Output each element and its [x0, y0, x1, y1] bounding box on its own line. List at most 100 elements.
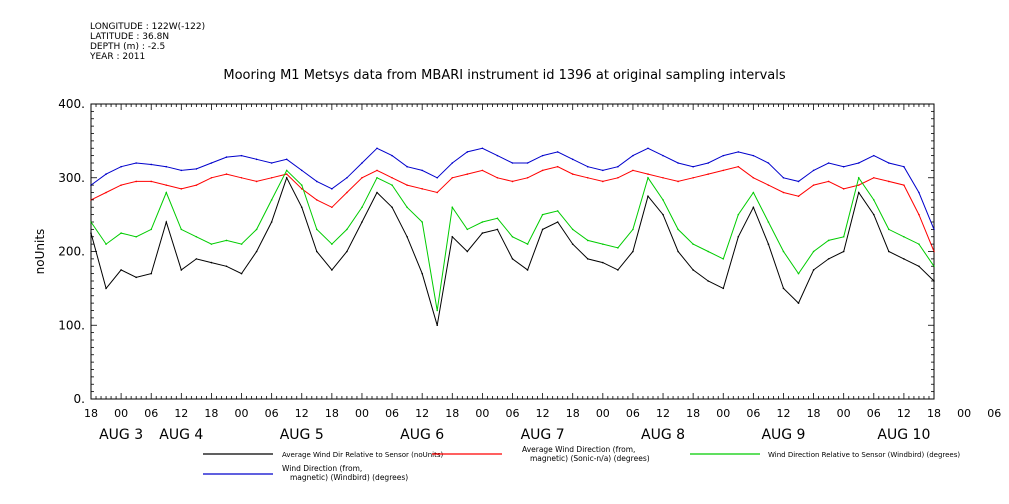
series-point-0 [903, 258, 905, 260]
series-point-1 [391, 176, 393, 179]
series-point-0 [451, 235, 454, 238]
series-point-2 [797, 272, 800, 275]
series-point-3 [617, 165, 619, 168]
series-point-1 [496, 176, 499, 179]
series-point-3 [857, 162, 860, 164]
series-point-2 [331, 243, 333, 245]
x-tick-label: 00 [114, 407, 128, 420]
series-line-1 [90, 166, 935, 252]
series-point-2 [692, 243, 694, 245]
x-date-label: AUG 9 [761, 427, 805, 443]
y-axis-label: noUnits [33, 229, 47, 275]
series-point-3 [903, 165, 905, 168]
series-point-2 [722, 258, 725, 260]
legend: Average Wind Dir Relative to Sensor (noU… [203, 445, 960, 482]
legend-label: Wind Direction (from, [282, 464, 362, 473]
series-point-0 [436, 324, 439, 327]
x-date-label: AUG 5 [280, 427, 324, 443]
legend-label: magnetic) (Windbird) (degrees) [290, 473, 408, 482]
series-point-1 [105, 191, 107, 194]
series-point-1 [827, 180, 830, 183]
series-point-0 [888, 250, 890, 253]
series-point-2 [436, 309, 439, 312]
series-point-0 [466, 250, 469, 253]
series-point-2 [346, 228, 348, 231]
series-point-3 [255, 158, 258, 161]
series-line-0 [90, 176, 935, 326]
series-point-0 [195, 258, 198, 260]
series-point-0 [586, 258, 589, 260]
series-point-3 [888, 162, 890, 164]
series-point-3 [135, 162, 137, 164]
legend-label: Average Wind Direction (from, [522, 445, 635, 454]
series-point-3 [270, 162, 273, 164]
series-point-0 [842, 250, 845, 253]
series-point-1 [632, 169, 634, 172]
series-point-1 [135, 180, 137, 183]
series-point-3 [571, 158, 574, 161]
series-point-2 [827, 239, 830, 242]
series-point-2 [707, 250, 709, 253]
series-point-3 [316, 180, 318, 183]
series-point-3 [466, 151, 469, 153]
series-point-3 [722, 154, 725, 157]
series-point-1 [511, 180, 514, 183]
series-point-1 [737, 165, 740, 168]
series-point-2 [737, 213, 740, 216]
series-point-1 [240, 176, 243, 179]
series-point-3 [150, 163, 153, 166]
series-point-3 [165, 165, 168, 168]
x-tick-label: 06 [987, 407, 1001, 420]
x-tick-label: 00 [716, 407, 730, 420]
series-point-3 [797, 180, 800, 183]
series-point-1 [722, 169, 725, 172]
series-point-0 [481, 232, 484, 234]
x-date-label: AUG 7 [521, 427, 565, 443]
series-point-1 [180, 188, 183, 190]
x-date-label: AUG 3 [99, 427, 143, 443]
series-point-3 [120, 165, 122, 168]
series-point-0 [541, 228, 544, 231]
series-point-2 [872, 199, 875, 201]
series-point-2 [240, 243, 243, 245]
series-point-0 [421, 272, 423, 275]
series-point-1 [255, 180, 258, 183]
series-point-0 [632, 250, 634, 253]
series-point-2 [180, 228, 183, 231]
x-tick-label: 12 [536, 407, 550, 420]
x-tick-label: 12 [295, 407, 309, 420]
legend-label: Wind Direction Relative to Sensor (Windb… [768, 451, 960, 459]
series-point-1 [647, 173, 649, 175]
series-point-2 [632, 228, 634, 231]
y-tick-label: 200. [58, 245, 85, 259]
series-point-0 [270, 221, 273, 223]
series-point-2 [150, 228, 153, 231]
series-point-2 [857, 176, 860, 179]
series-point-3 [195, 168, 198, 170]
x-tick-label: 12 [656, 407, 670, 420]
series-point-3 [451, 162, 454, 164]
series-point-1 [225, 173, 228, 175]
series-layer [90, 147, 935, 327]
series-point-3 [406, 165, 408, 168]
x-tick-label: 12 [415, 407, 429, 420]
series-point-2 [511, 235, 514, 238]
series-point-2 [918, 243, 920, 245]
series-point-3 [752, 154, 755, 157]
series-point-2 [903, 235, 905, 238]
x-tick-label: 06 [144, 407, 158, 420]
series-point-3 [225, 156, 228, 158]
series-point-2 [270, 199, 273, 201]
series-line-3 [90, 147, 935, 230]
series-point-0 [767, 243, 770, 245]
series-point-3 [285, 158, 288, 161]
series-point-1 [782, 191, 785, 194]
series-point-0 [571, 243, 574, 245]
x-tick-label: 00 [235, 407, 249, 420]
series-point-0 [752, 206, 755, 209]
series-point-0 [692, 269, 694, 271]
series-point-1 [872, 176, 875, 179]
series-point-2 [782, 250, 785, 253]
x-tick-label: 18 [84, 407, 98, 420]
series-point-3 [782, 176, 785, 179]
